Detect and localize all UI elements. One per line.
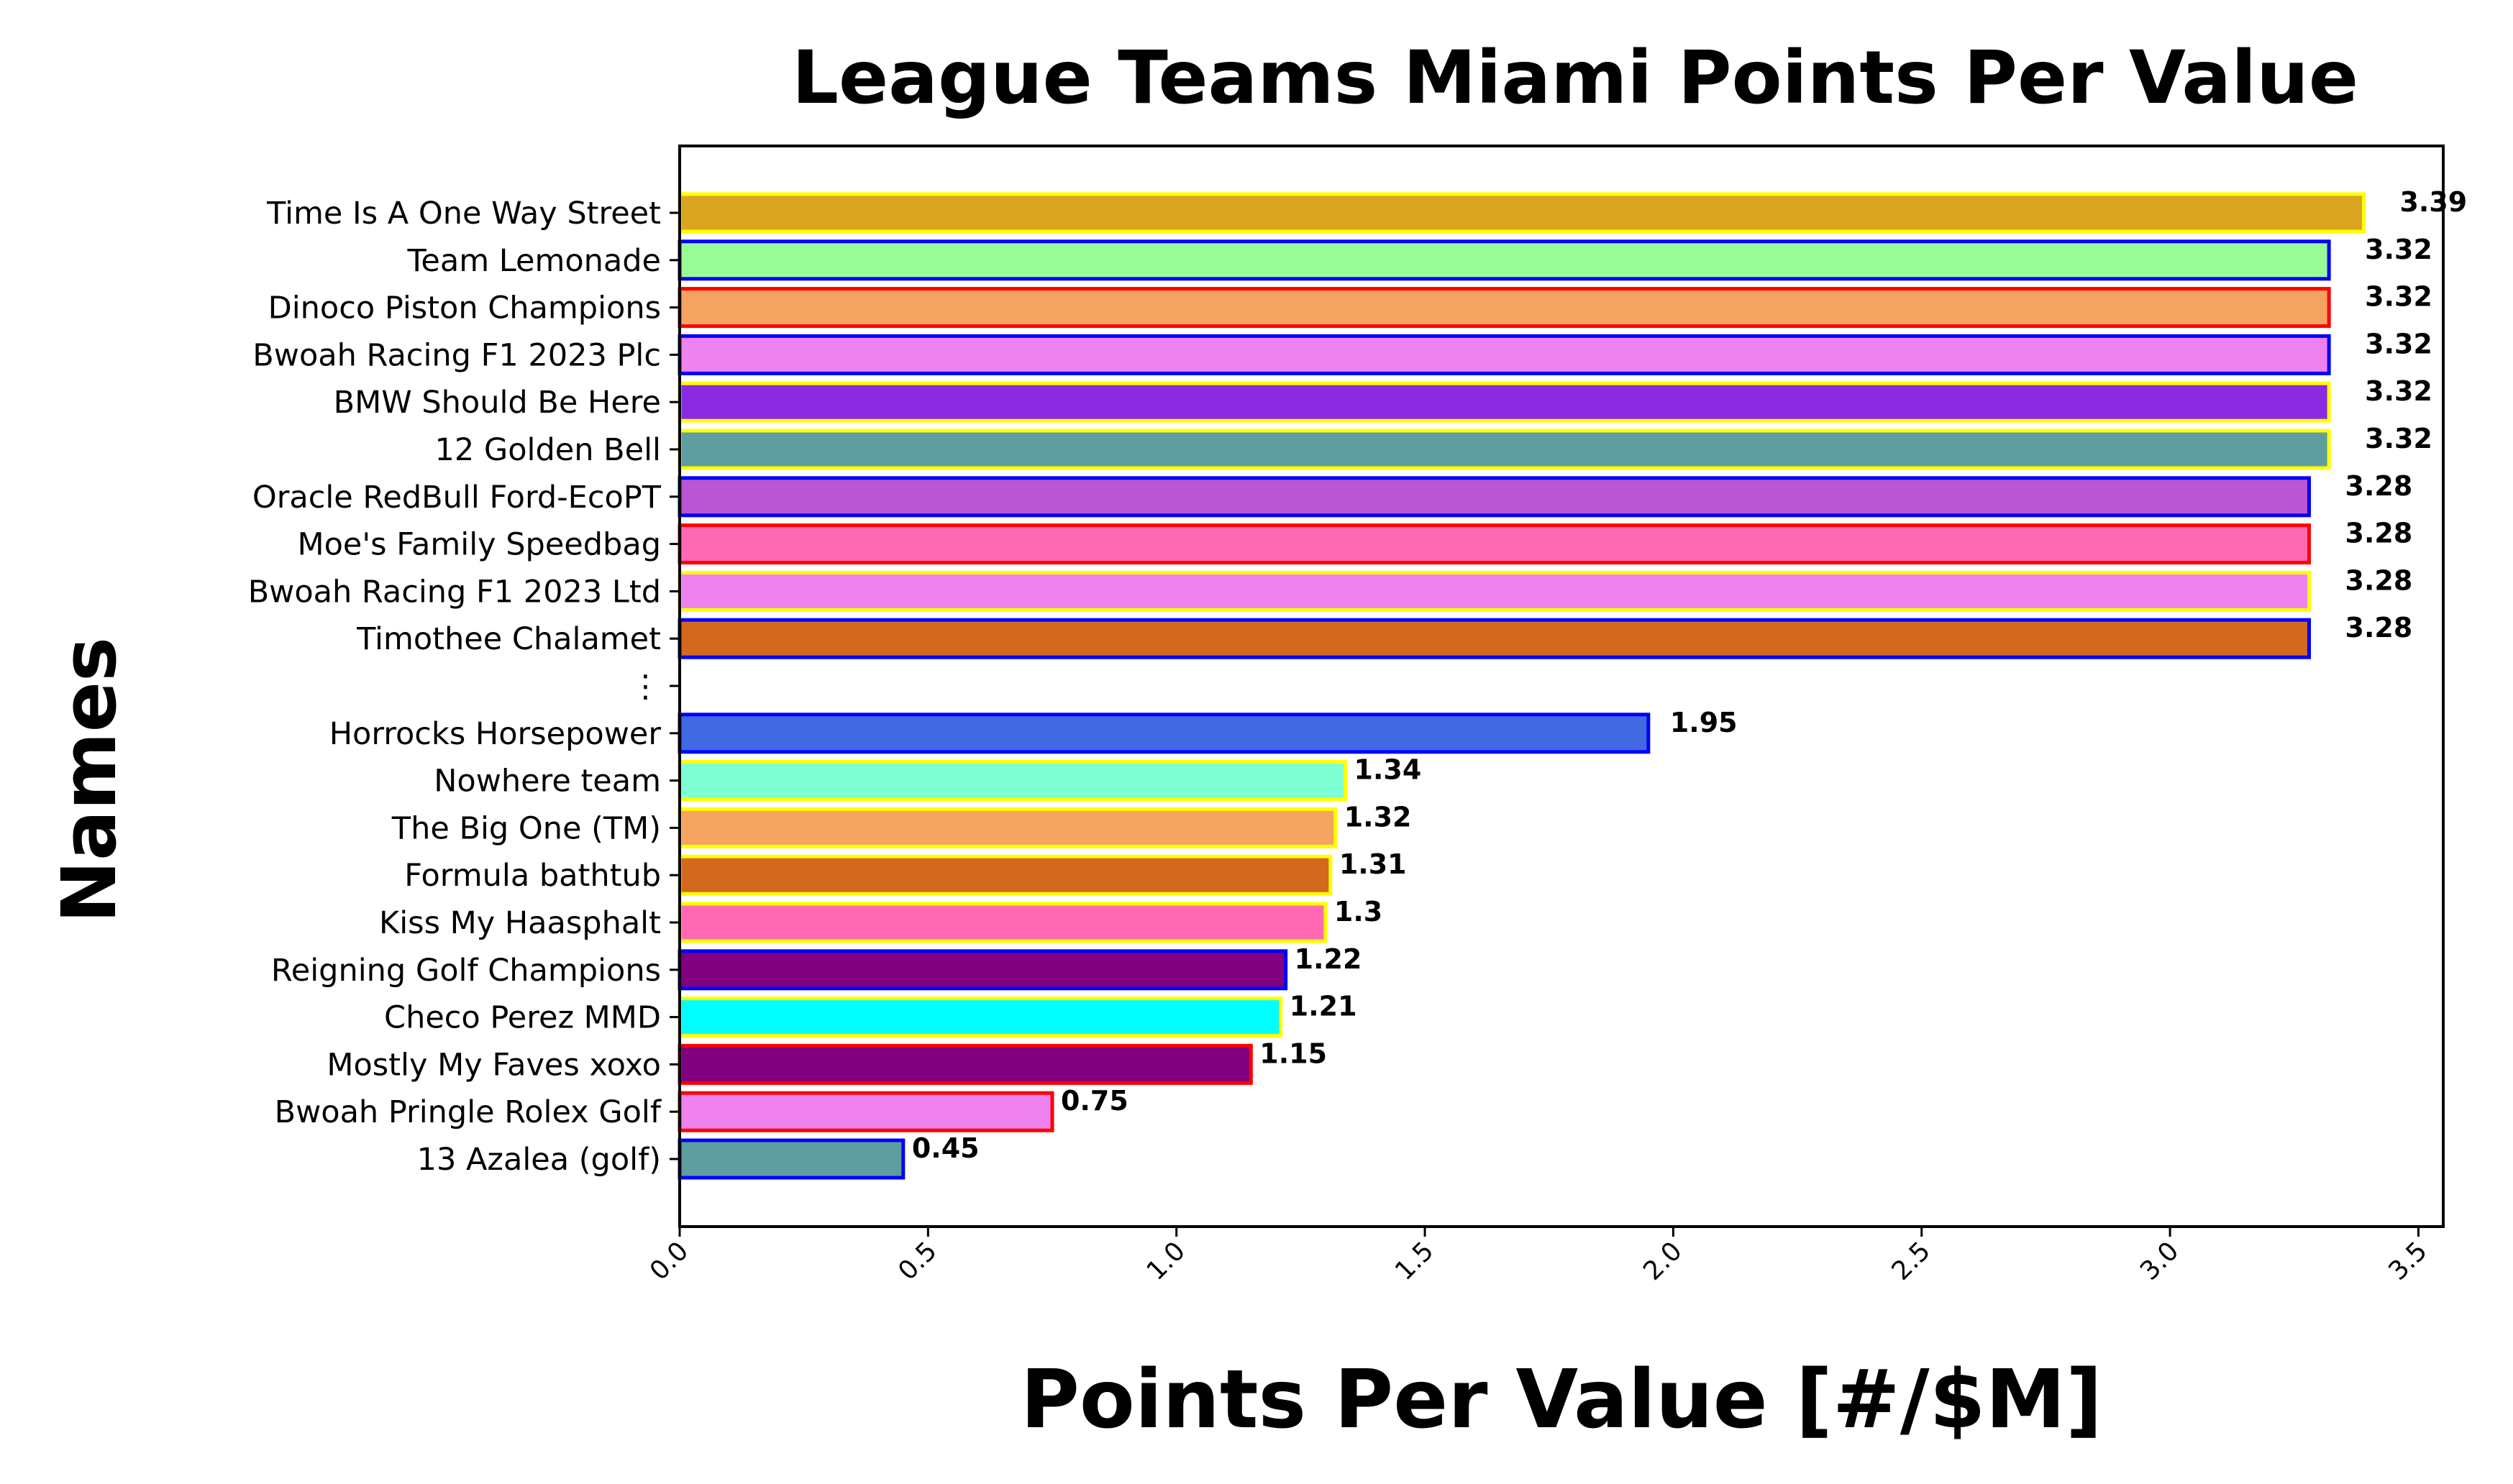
y-tick-label: Kiss My Haasphalt: [379, 905, 661, 941]
x-tick-label: 1.0: [1141, 1236, 1191, 1286]
value-label: 1.32: [1344, 801, 1412, 833]
bar: [678, 760, 1348, 802]
bar: [678, 1138, 906, 1180]
x-tick-label: 3.5: [2383, 1236, 2432, 1286]
bar: [678, 1091, 1054, 1132]
value-label: 3.32: [2365, 281, 2432, 313]
bar: [678, 381, 2331, 423]
value-label: 3.32: [2365, 234, 2432, 265]
y-tick-label: Horrocks Horsepower: [329, 716, 662, 752]
x-tick-label: 2.5: [1887, 1236, 1936, 1286]
value-label: 1.15: [1259, 1038, 1327, 1069]
y-tick-label: Mostly My Faves xoxo: [327, 1047, 661, 1083]
value-label: 3.32: [2365, 423, 2432, 454]
plot-frame: [678, 145, 2445, 1228]
bar: [678, 287, 2331, 329]
y-tick-label: 12 Golden Bell: [435, 432, 661, 468]
value-label: 3.28: [2345, 518, 2413, 549]
bar: [678, 523, 2312, 565]
x-tick-label: 0.5: [893, 1236, 942, 1286]
bar: [678, 239, 2331, 281]
y-tick-label: Oracle RedBull Ford-EcoPT: [252, 480, 662, 516]
bars-layer: [678, 192, 2366, 1180]
y-tick-label: Nowhere team: [434, 764, 661, 800]
chart-title: League Teams Miami Points Per Value: [792, 35, 2358, 121]
value-label: 0.75: [1061, 1085, 1128, 1117]
x-tick-label: 1.5: [1390, 1236, 1439, 1286]
y-tick-label: Team Lemonade: [406, 243, 661, 279]
bar: [678, 429, 2331, 470]
value-label: 1.95: [1670, 707, 1738, 738]
value-label: 0.45: [912, 1132, 980, 1164]
x-tick-label: 3.0: [2135, 1236, 2184, 1286]
y-tick-label: Dinoco Piston Champions: [268, 290, 661, 326]
value-label: 1.3: [1334, 896, 1382, 927]
y-tick-label: Bwoah Pringle Rolex Golf: [275, 1094, 662, 1130]
value-label: 1.34: [1354, 754, 1422, 786]
y-tick-label: BMW Should Be Here: [334, 385, 661, 421]
y-tick-label: Time Is A One Way Street: [266, 196, 661, 232]
bar: [678, 997, 1283, 1038]
bar: [678, 1043, 1253, 1085]
y-tick-label: ⋮: [630, 669, 661, 705]
x-tick-label: 0.0: [644, 1236, 694, 1286]
bar: [678, 334, 2331, 375]
y-axis-label: Names: [45, 637, 133, 923]
bar: [678, 902, 1328, 943]
y-tick-label: The Big One (TM): [391, 810, 661, 846]
bar: [678, 713, 1651, 754]
value-label: 3.28: [2345, 612, 2413, 643]
y-tick-labels: Time Is A One Way Street Team Lemonade Din…: [248, 196, 680, 1178]
value-label: 3.39: [2399, 186, 2467, 218]
y-tick-label: Checo Perez MMD: [384, 1000, 661, 1036]
x-axis-label: Points Per Value [#/$M]: [1021, 1353, 2102, 1447]
bar: [678, 476, 2312, 518]
value-label: 3.28: [2345, 564, 2413, 596]
value-label: 3.28: [2345, 470, 2413, 502]
x-tick-label: 2.0: [1638, 1236, 1687, 1286]
y-tick-label: Timothee Chalamet: [356, 621, 661, 657]
y-tick-label: Bwoah Racing F1 2023 Plc: [252, 337, 661, 373]
value-label: 1.22: [1295, 943, 1362, 975]
y-tick-label: Reigning Golf Champions: [271, 953, 661, 989]
y-tick-label: Bwoah Racing F1 2023 Ltd: [248, 574, 661, 610]
value-label: 3.32: [2365, 375, 2432, 407]
value-label: 1.31: [1339, 848, 1407, 880]
y-tick-label: 13 Azalea (golf): [417, 1142, 661, 1178]
y-tick-label: Moe's Family Speedbag: [297, 527, 661, 563]
bar: [678, 570, 2312, 612]
bar: [678, 807, 1338, 848]
value-label: 3.32: [2365, 328, 2432, 359]
bar: [678, 949, 1288, 991]
x-axis-ticks: 0.0 0.5 1.0 1.5 2.0 2.5 3.0 3.5: [644, 1227, 2433, 1286]
bar: [678, 854, 1333, 896]
y-tick-label: Formula bathtub: [404, 858, 661, 894]
value-labels: 3.39 3.32 3.32 3.32 3.32 3.32 3.28 3.28 3.28 3.28…: [912, 186, 2467, 1164]
bar: [678, 192, 2366, 234]
bar: [678, 618, 2312, 659]
value-label: 1.21: [1290, 991, 1357, 1022]
